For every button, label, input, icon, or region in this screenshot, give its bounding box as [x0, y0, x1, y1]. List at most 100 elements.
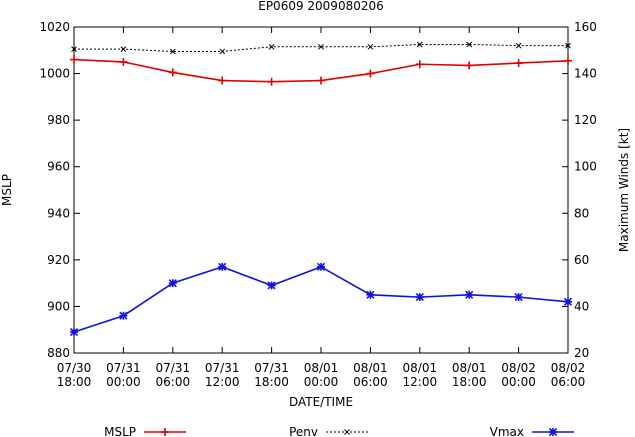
point-mslp [415, 60, 424, 69]
point-vmax [267, 281, 276, 290]
point-vmax [168, 279, 177, 288]
y-right-tick-label: 40 [574, 299, 589, 313]
marker-stroke [565, 42, 571, 49]
x-tick-date: 08/01 [353, 361, 388, 375]
point-penv [169, 48, 176, 55]
marker-stroke [218, 262, 227, 271]
x-tick-time: 00:00 [501, 375, 536, 389]
marker-stroke [563, 297, 573, 306]
x-tick-date: 08/01 [403, 361, 438, 375]
series-layer [69, 41, 573, 337]
point-vmax [563, 297, 573, 306]
x-tick-label: 07/31 12:00 [205, 361, 240, 389]
point-vmax [415, 293, 424, 302]
point-vmax [119, 311, 128, 320]
x-tick-label: 08/01 12:00 [403, 361, 438, 389]
point-penv [466, 41, 473, 48]
point-mslp [514, 59, 523, 68]
point-penv [367, 43, 374, 50]
x-tick-time: 18:00 [452, 375, 487, 389]
x-tick-time: 06:00 [353, 375, 388, 389]
marker-stroke [367, 43, 374, 50]
marker-stroke [219, 48, 226, 55]
point-mslp [465, 61, 474, 70]
marker-stroke [120, 46, 127, 52]
point-mslp [366, 69, 375, 78]
x-tick-time: 00:00 [106, 375, 141, 389]
legend: MSLP Penv Vmax [104, 425, 574, 437]
point-penv [515, 42, 522, 49]
legend-marker-penv [344, 429, 350, 435]
legend-item-vmax: Vmax [490, 425, 574, 437]
x-tick-time: 12:00 [403, 375, 438, 389]
marker-stroke [514, 293, 523, 302]
marker-stroke [267, 281, 276, 290]
marker-stroke [344, 429, 350, 435]
legend-label-vmax: Vmax [490, 425, 524, 437]
x-tick-date: 08/01 [304, 361, 339, 375]
point-vmax [465, 290, 474, 299]
legend-item-penv: Penv [289, 425, 368, 437]
marker-stroke [465, 290, 474, 299]
x-tick-time: 06:00 [156, 375, 191, 389]
marker-stroke [119, 311, 128, 320]
point-vmax [316, 262, 326, 271]
point-penv [565, 42, 571, 49]
y-left-tick-label: 920 [47, 253, 70, 267]
x-tick-label: 07/30 18:00 [57, 361, 92, 389]
y-left-tick-label: 940 [47, 206, 70, 220]
x-tick-label: 08/02 00:00 [501, 361, 536, 389]
marker-stroke [415, 293, 424, 302]
marker-stroke [69, 327, 79, 337]
point-vmax [366, 290, 375, 299]
x-tick-date: 07/31 [205, 361, 240, 375]
x-tick-date: 07/30 [57, 361, 92, 375]
chart-title: EP0609 2009080206 [258, 0, 384, 13]
x-tick-date: 07/31 [254, 361, 289, 375]
point-penv [219, 48, 226, 55]
y-right-tick-label: 20 [574, 346, 589, 360]
marker-stroke [316, 262, 326, 271]
y-left-tick-label: 880 [47, 346, 70, 360]
y-right-tick-label: 120 [574, 113, 597, 127]
point-mslp [168, 68, 177, 77]
point-vmax [514, 293, 523, 302]
x-tick-label: 08/01 18:00 [452, 361, 487, 389]
x-tick-time: 00:00 [304, 375, 339, 389]
x-tick-time: 18:00 [254, 375, 289, 389]
x-tick-date: 08/01 [452, 361, 487, 375]
x-axis-label: DATE/TIME [289, 395, 353, 409]
y-right-tick-label: 80 [574, 206, 589, 220]
axis-ticks: 880 900 920 940 960 980 1000 1020 20 40 60 80 100 120… [39, 20, 596, 389]
marker-stroke [71, 46, 77, 52]
marker-stroke [268, 43, 275, 50]
point-penv [318, 43, 324, 50]
y-right-tick-label: 140 [574, 67, 597, 81]
point-vmax [69, 327, 79, 337]
series-line-penv [74, 43, 568, 52]
x-tick-time: 12:00 [205, 375, 240, 389]
x-tick-label: 07/31 00:00 [106, 361, 141, 389]
x-tick-date: 07/31 [156, 361, 191, 375]
marker-stroke [318, 43, 324, 50]
point-penv [268, 43, 275, 50]
plot-frame [73, 26, 569, 354]
marker-stroke [466, 41, 473, 48]
legend-label-mslp: MSLP [104, 425, 136, 437]
point-mslp [267, 77, 276, 86]
legend-label-penv: Penv [289, 425, 318, 437]
x-tick-date: 08/02 [501, 361, 536, 375]
marker-stroke [515, 42, 522, 49]
point-mslp [564, 56, 572, 65]
point-vmax [218, 262, 227, 271]
marker-stroke [169, 48, 176, 55]
y-right-tick-label: 60 [574, 253, 589, 267]
y-right-tick-label: 100 [574, 160, 597, 174]
y-axis-left-label: MSLP [0, 174, 14, 206]
marker-stroke [416, 41, 423, 48]
x-tick-date: 08/02 [551, 361, 586, 375]
marker-stroke [548, 427, 558, 437]
legend-item-mslp: MSLP [104, 425, 186, 437]
x-tick-label: 07/31 06:00 [156, 361, 191, 389]
